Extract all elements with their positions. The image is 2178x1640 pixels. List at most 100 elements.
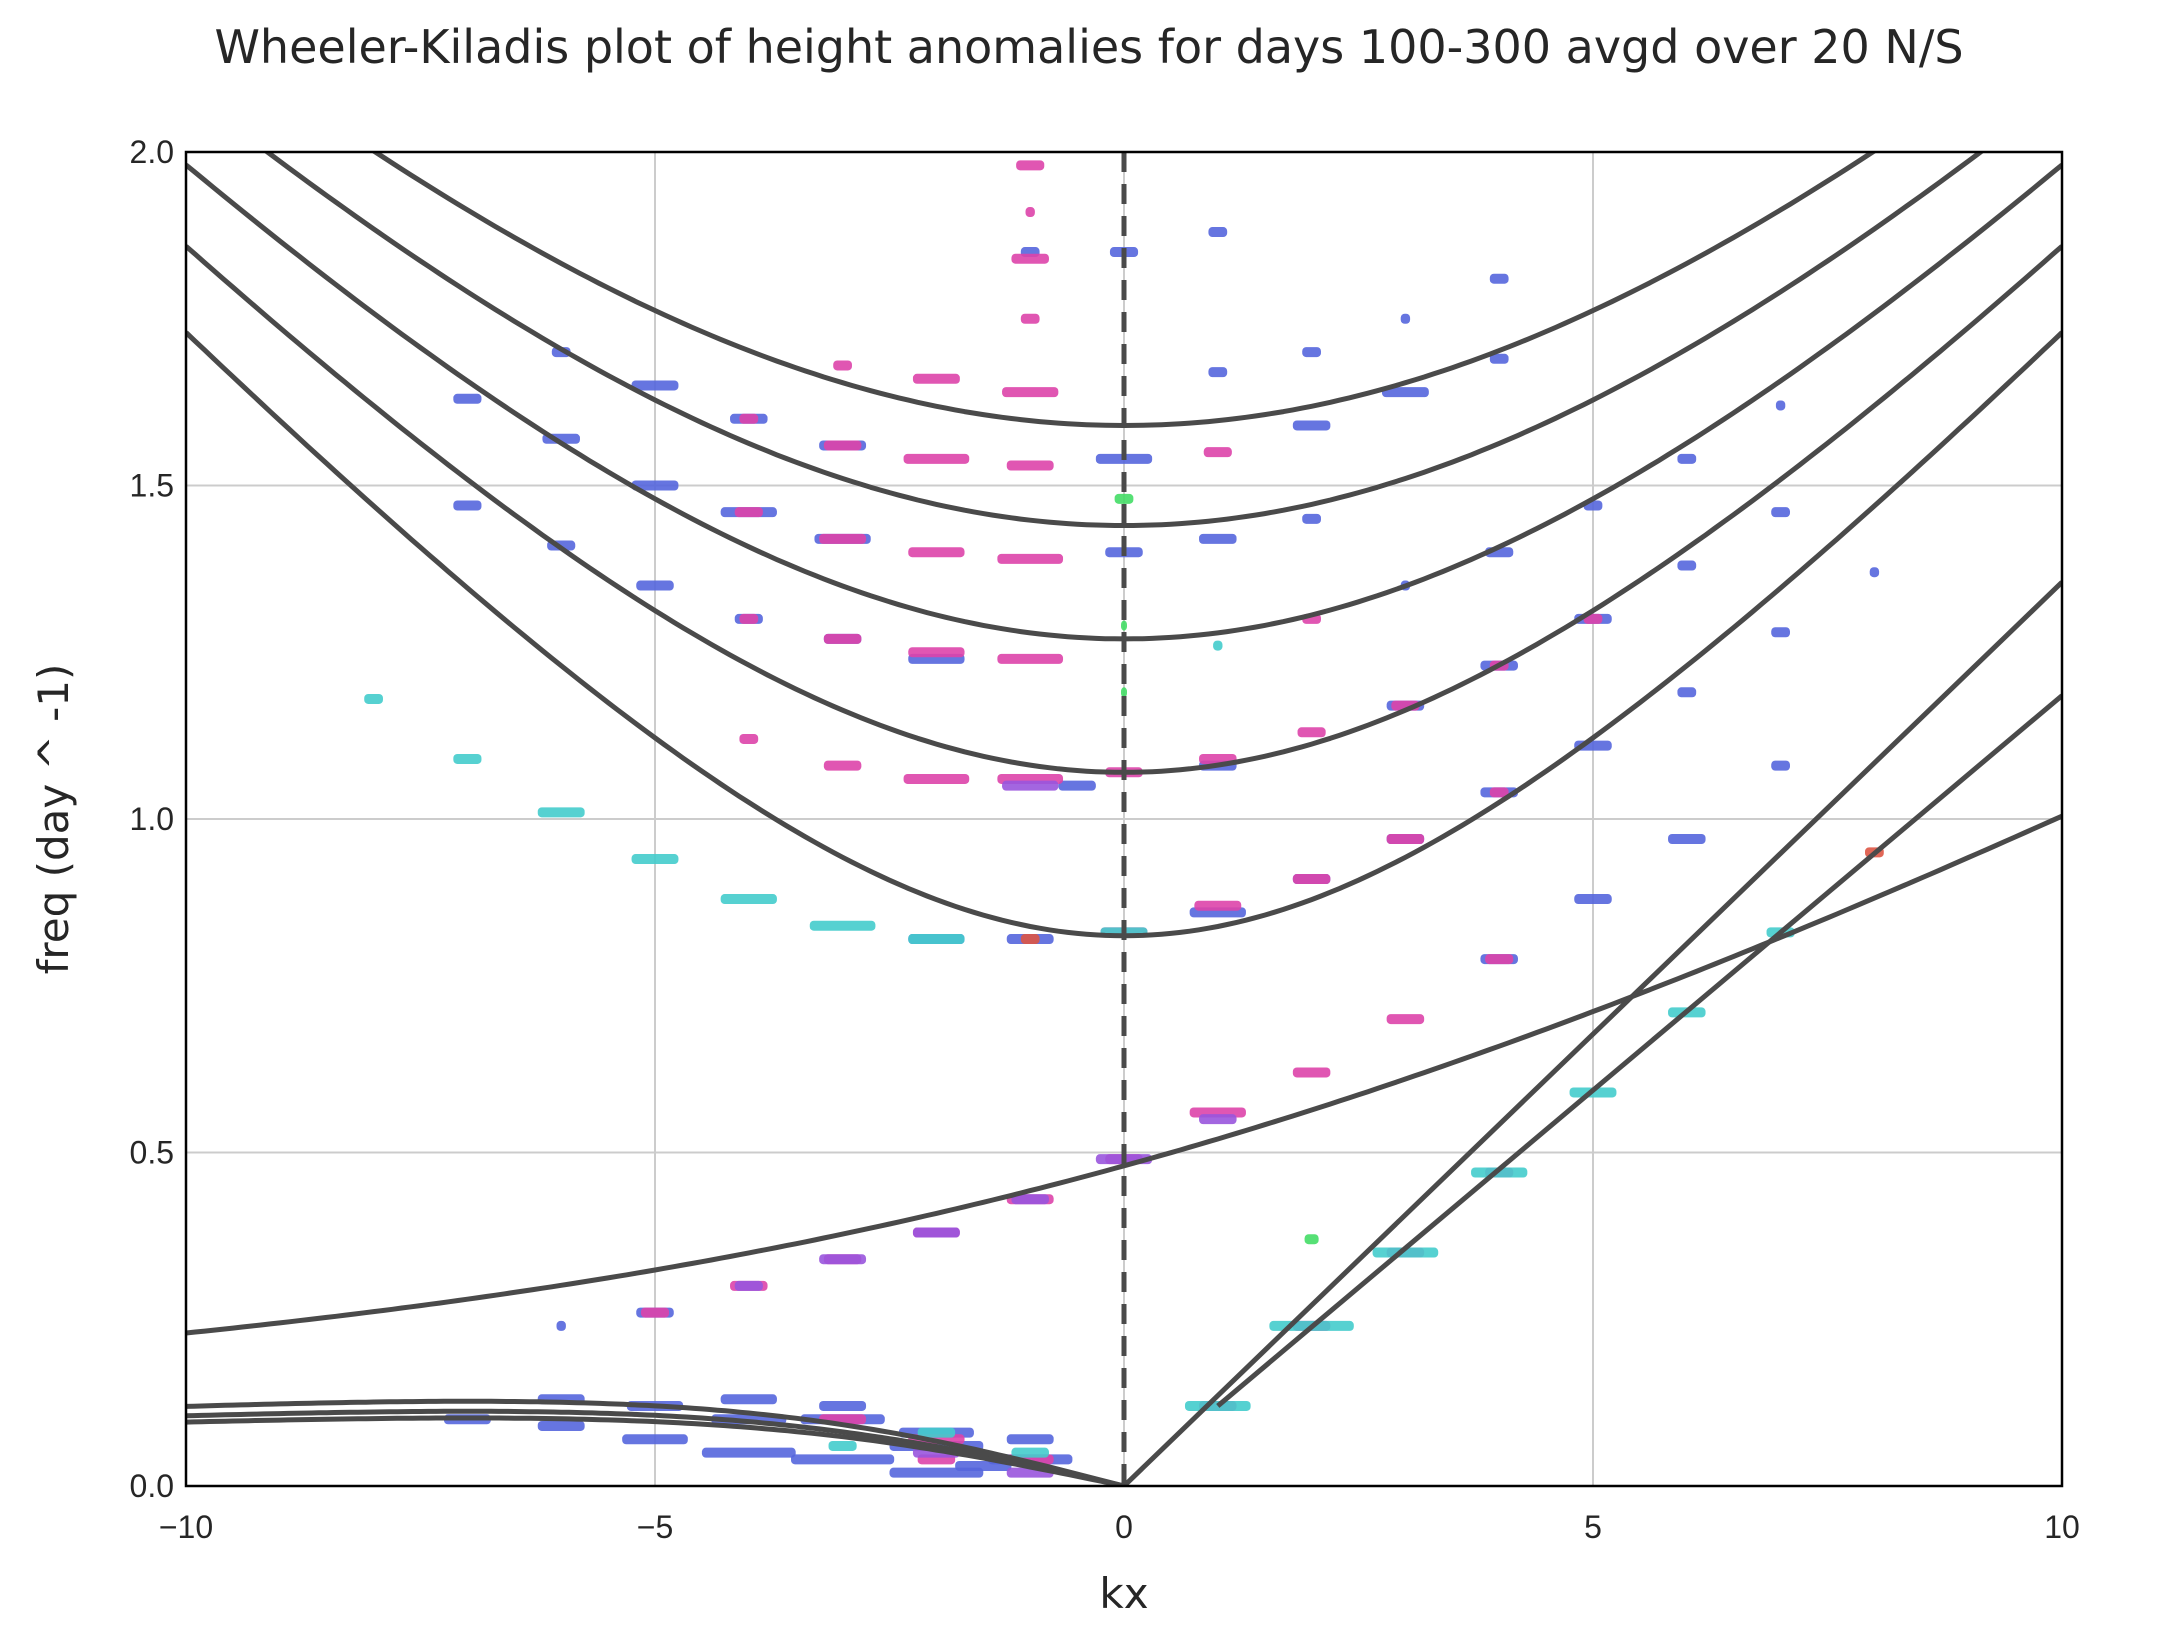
data-point <box>739 733 759 744</box>
data-point <box>1016 160 1045 171</box>
data-point <box>1489 787 1509 798</box>
y-tick-label: 2.0 <box>130 134 174 170</box>
data-point <box>1208 367 1228 378</box>
data-point <box>1668 834 1706 845</box>
x-tick-label: 0 <box>1115 1509 1133 1545</box>
data-point <box>1199 1114 1237 1125</box>
inertia-gravity-curve <box>263 152 1985 528</box>
data-point <box>908 934 965 945</box>
data-point <box>1292 1067 1331 1078</box>
data-point <box>1304 1234 1319 1245</box>
data-point <box>1869 567 1880 578</box>
data-point <box>823 633 862 644</box>
data-point <box>1302 347 1321 358</box>
data-point <box>1011 1447 1049 1458</box>
mixed-rossby-gravity-curve <box>186 813 2062 1336</box>
data-point <box>1025 207 1035 218</box>
chart-title: Wheeler-Kiladis plot of height anomalies… <box>214 20 1964 74</box>
data-point <box>1213 640 1223 651</box>
data-point <box>364 693 383 704</box>
x-tick-label: −5 <box>637 1509 673 1545</box>
data-point <box>1574 894 1612 905</box>
data-point <box>739 413 759 424</box>
data-point <box>1302 513 1321 524</box>
data-point <box>636 580 674 591</box>
data-point <box>631 480 679 491</box>
data-point <box>701 1447 796 1458</box>
kelvin-wave-line <box>1216 693 2062 1408</box>
data-point <box>1292 420 1331 431</box>
data-point <box>1002 780 1059 791</box>
data-point <box>1011 1194 1049 1205</box>
data-point <box>1677 687 1697 698</box>
data-point <box>1208 227 1228 238</box>
data-point <box>1058 780 1096 791</box>
data-point <box>453 500 482 511</box>
data-point <box>1199 533 1237 544</box>
data-point <box>819 1400 867 1411</box>
data-point <box>823 760 862 771</box>
data-point <box>739 613 759 624</box>
data-point <box>1006 1434 1054 1445</box>
data-point <box>1381 387 1429 398</box>
data-point <box>997 653 1064 664</box>
data-point <box>791 1454 895 1465</box>
data-point <box>1002 387 1059 398</box>
data-point <box>1386 1014 1425 1025</box>
y-tick-label: 1.0 <box>130 801 174 837</box>
data-point <box>734 507 763 518</box>
data-point <box>908 547 965 558</box>
data-point <box>903 453 970 464</box>
data-point <box>1372 1247 1439 1258</box>
data-point <box>1020 313 1040 324</box>
data-point <box>537 807 585 818</box>
plot-frame <box>184 150 2064 1488</box>
data-point <box>1121 687 1127 698</box>
data-point <box>1203 447 1232 458</box>
data-point <box>1121 620 1127 631</box>
x-tick-label: −10 <box>159 1509 213 1545</box>
data-point <box>1292 874 1331 885</box>
data-point <box>537 1420 585 1431</box>
data-point <box>809 920 876 931</box>
y-tick-label: 0.5 <box>130 1135 174 1171</box>
data-point <box>1011 253 1049 264</box>
data-point <box>819 533 867 544</box>
data-point <box>828 1440 857 1451</box>
y-tick-label: 1.5 <box>130 468 174 504</box>
y-axis-label: freq (day ^ -1) <box>29 664 78 975</box>
rossby-wave-curve <box>186 1415 1125 1486</box>
data-point <box>453 393 482 404</box>
rossby-wave-curve <box>186 1408 1125 1486</box>
rossby-wave-curve <box>186 1398 1125 1486</box>
data-point <box>955 1460 1012 1471</box>
data-point <box>1775 400 1786 411</box>
data-point <box>1006 460 1054 471</box>
data-point <box>1771 507 1790 518</box>
data-point <box>903 773 970 784</box>
data-point <box>631 380 679 391</box>
data-point <box>819 1254 867 1265</box>
dispersion-curves <box>186 152 2062 1486</box>
x-axis-label: kx <box>1099 1569 1148 1618</box>
x-tick-label: 10 <box>2044 1509 2080 1545</box>
data-point <box>1114 493 1134 504</box>
data-point <box>622 1434 688 1445</box>
data-point <box>1677 560 1697 571</box>
data-point <box>1489 273 1509 284</box>
data-point <box>1771 627 1790 638</box>
data-point <box>1297 727 1326 738</box>
data-point <box>912 373 960 384</box>
data-point <box>833 360 852 371</box>
data-point <box>1771 760 1790 771</box>
x-tick-label: 5 <box>1584 1509 1602 1545</box>
data-point <box>1194 900 1242 911</box>
data-point <box>1485 954 1514 965</box>
data-point <box>453 753 482 764</box>
data-point <box>1489 353 1509 364</box>
data-point <box>1471 1167 1528 1178</box>
data-point <box>1020 934 1040 945</box>
data-point <box>1677 453 1697 464</box>
data-point <box>823 440 862 451</box>
